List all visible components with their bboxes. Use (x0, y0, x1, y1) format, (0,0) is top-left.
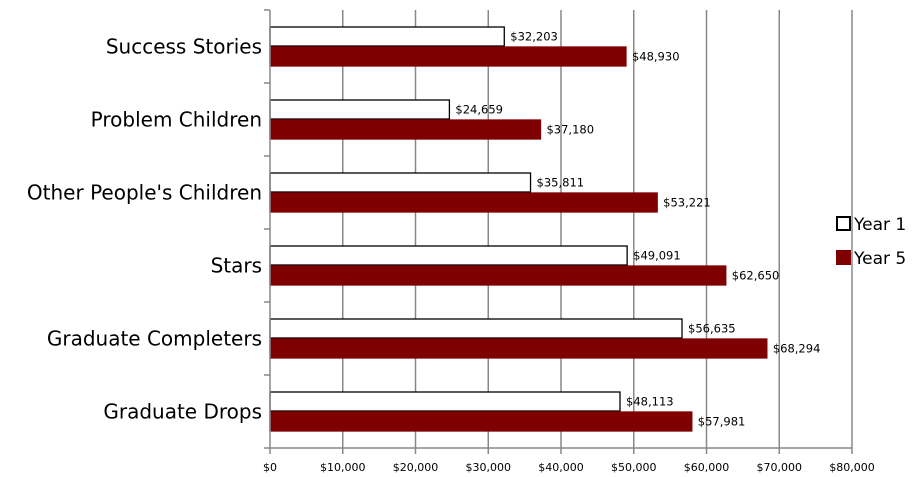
x-tick-label: $20,000 (393, 461, 439, 474)
bar-year-5 (269, 411, 693, 432)
x-tick-label: $30,000 (466, 461, 512, 474)
x-tick-label: $80,000 (829, 461, 875, 474)
category-label: Graduate Completers (47, 327, 262, 351)
legend-label: Year 5 (853, 249, 906, 269)
x-tick-label: $60,000 (684, 461, 730, 474)
category-label: Problem Children (91, 108, 262, 132)
data-label: $24,659 (455, 103, 503, 117)
bar-year-5 (269, 119, 542, 140)
bar-year-1 (269, 318, 683, 339)
category-labels: Success Stories Problem Children Other Peo… (27, 35, 262, 424)
data-label: $48,113 (626, 395, 674, 409)
data-label: $37,180 (546, 123, 594, 137)
gridlines (342, 10, 853, 448)
bar-year-5 (269, 46, 627, 67)
legend: Year 1 Year 5 (836, 215, 906, 269)
x-tick-label: $0 (263, 461, 277, 474)
data-label: $53,221 (663, 196, 711, 210)
bar-year-5 (269, 265, 727, 286)
data-label: $32,203 (510, 30, 558, 44)
legend-swatch (836, 250, 851, 265)
bar-series (269, 26, 768, 432)
data-label: $48,930 (632, 50, 680, 64)
x-tick-label: $40,000 (538, 461, 584, 474)
category-label: Success Stories (106, 35, 262, 59)
bar-year-1 (269, 99, 451, 120)
data-label: $49,091 (633, 249, 681, 263)
y-axis (264, 9, 853, 454)
legend-label: Year 1 (853, 215, 906, 235)
bar-year-1 (269, 391, 621, 412)
data-label: $56,635 (688, 322, 736, 336)
data-labels: $32,203 $48,930 $24,659 $37,180 $35,811 $53,2… (455, 30, 820, 429)
category-label: Graduate Drops (103, 400, 262, 424)
data-label: $62,650 (732, 269, 780, 283)
x-tick-label: $50,000 (611, 461, 657, 474)
bar-year-1 (269, 245, 628, 266)
legend-swatch (836, 216, 851, 231)
x-tick-label: $70,000 (757, 461, 803, 474)
x-tick-label: $10,000 (320, 461, 366, 474)
bar-year-5 (269, 338, 768, 359)
data-label: $57,981 (698, 415, 746, 429)
category-label: Stars (211, 254, 262, 278)
x-axis-tick-labels: $0 $10,000 $20,000 $30,000 $40,000 $50,000 $60… (263, 461, 875, 474)
bar-year-1 (269, 26, 505, 47)
data-label: $35,811 (537, 176, 585, 190)
bar-year-1 (269, 172, 532, 193)
data-label: $68,294 (773, 342, 821, 356)
bar-year-5 (269, 192, 658, 213)
category-label: Other People's Children (27, 181, 262, 205)
